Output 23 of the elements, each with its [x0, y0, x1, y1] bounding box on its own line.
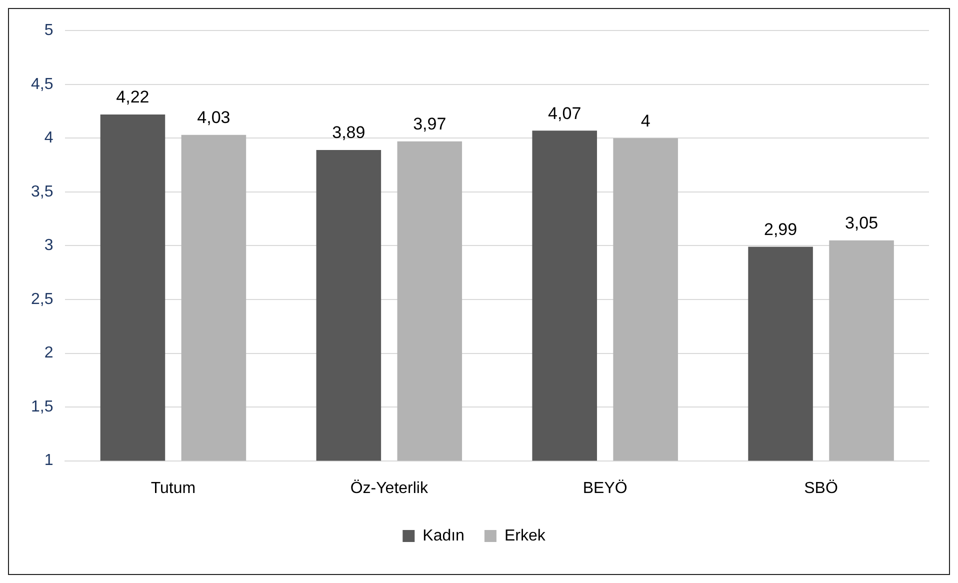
data-label: 4	[640, 111, 650, 130]
y-tick-label: 4	[44, 130, 54, 147]
x-tick-label: SBÖ	[804, 478, 838, 497]
y-tick-label: 1	[44, 452, 54, 470]
legend-label: Erkek	[504, 527, 546, 544]
data-label: 4,07	[548, 104, 582, 123]
y-tick-label: 4,5	[30, 76, 54, 93]
y-tick-label: 5	[44, 22, 54, 40]
x-tick-label: Tutum	[150, 480, 196, 497]
y-tick-label: 3,5	[30, 183, 54, 200]
data-label: 3,05	[844, 214, 878, 233]
y-tick-label: 2,5	[30, 290, 54, 308]
x-tick-label: Öz-Yeterlik	[350, 478, 429, 497]
data-label: 4,22	[116, 88, 150, 107]
data-label: 3,89	[332, 123, 366, 142]
y-tick-label: 1,5	[30, 398, 54, 416]
data-label: 2,99	[764, 220, 798, 239]
data-label: 3,97	[413, 114, 446, 134]
x-tick-label: BEYÖ	[582, 478, 628, 497]
y-tick-label: 3	[44, 237, 54, 254]
data-label: 4,03	[197, 108, 230, 128]
y-tick-label: 2	[44, 344, 54, 362]
legend-label: Kadın	[422, 527, 464, 544]
